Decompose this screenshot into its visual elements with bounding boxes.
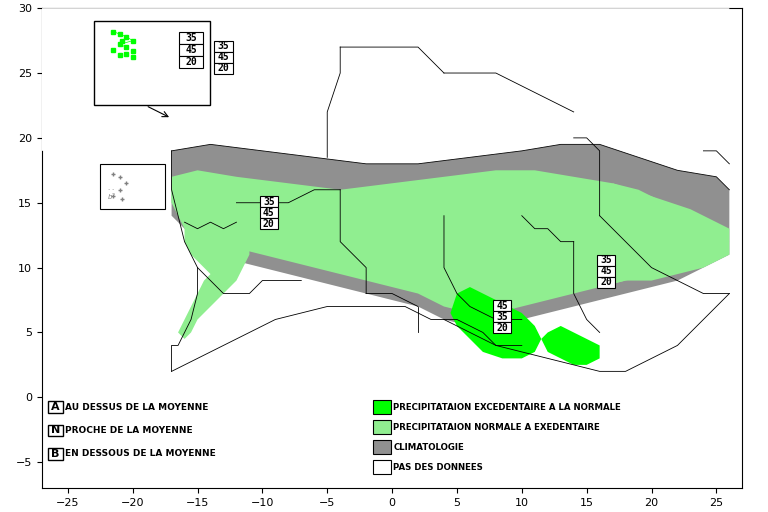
Text: 35: 35	[263, 197, 275, 207]
Text: 45: 45	[217, 52, 230, 62]
Polygon shape	[600, 183, 730, 287]
Text: 45: 45	[185, 45, 197, 55]
Bar	[180, 56, 203, 69]
Text: PRECIPITATAION EXCEDENTAIRE A LA NORMALE: PRECIPITATAION EXCEDENTAIRE A LA NORMALE	[393, 402, 621, 412]
Polygon shape	[451, 287, 541, 358]
Bar	[180, 32, 203, 44]
Text: AU DESSUS DE LA MOYENNE: AU DESSUS DE LA MOYENNE	[65, 402, 209, 412]
Text: 35: 35	[217, 41, 230, 51]
Text: 35: 35	[185, 33, 197, 42]
Bar	[101, 164, 165, 209]
Bar	[372, 400, 391, 414]
Text: 20: 20	[496, 323, 508, 333]
Text: PAS DES DONNEES: PAS DES DONNEES	[393, 463, 483, 472]
Bar	[372, 440, 391, 454]
Text: 20: 20	[601, 277, 612, 287]
Polygon shape	[171, 144, 730, 326]
Bar	[493, 300, 511, 311]
Polygon shape	[171, 170, 730, 313]
Polygon shape	[171, 177, 250, 339]
Bar	[214, 40, 233, 52]
Text: CLIMATOLOGIE: CLIMATOLOGIE	[393, 443, 464, 452]
Polygon shape	[42, 8, 730, 190]
Bar	[372, 420, 391, 434]
Bar	[597, 266, 615, 276]
Bar	[372, 460, 391, 475]
Text: 20: 20	[217, 63, 230, 73]
Bar	[260, 196, 278, 207]
Bar	[48, 401, 63, 413]
Text: A: A	[51, 402, 60, 412]
Bar	[214, 52, 233, 62]
Text: 20: 20	[263, 219, 275, 229]
Bar	[48, 424, 63, 436]
Text: EN DESSOUS DE LA MOYENNE: EN DESSOUS DE LA MOYENNE	[65, 449, 216, 458]
Bar	[260, 218, 278, 229]
Text: N: N	[51, 425, 60, 435]
Bar	[180, 44, 203, 56]
Bar	[493, 311, 511, 322]
Bar	[597, 254, 615, 266]
Bar	[597, 276, 615, 288]
Text: 35: 35	[601, 255, 612, 265]
Text: 45: 45	[263, 208, 275, 218]
Text: 35: 35	[496, 312, 508, 322]
Polygon shape	[541, 326, 600, 365]
Text: PRECIPITATAION NORMALE A EXEDENTAIRE: PRECIPITATAION NORMALE A EXEDENTAIRE	[393, 422, 600, 432]
Text: $\cdot$ $\cdot$: $\cdot$ $\cdot$	[107, 187, 114, 195]
Bar	[493, 322, 511, 333]
Bar	[48, 448, 63, 460]
Text: 20: 20	[185, 57, 197, 67]
Text: $b^2$: $b^2$	[107, 191, 116, 203]
Text: B: B	[51, 449, 60, 459]
Text: 45: 45	[496, 301, 508, 311]
Text: PROCHE DE LA MOYENNE: PROCHE DE LA MOYENNE	[65, 426, 193, 435]
Text: 45: 45	[601, 266, 612, 276]
Bar	[214, 62, 233, 74]
Bar	[94, 21, 210, 105]
Bar	[260, 207, 278, 218]
